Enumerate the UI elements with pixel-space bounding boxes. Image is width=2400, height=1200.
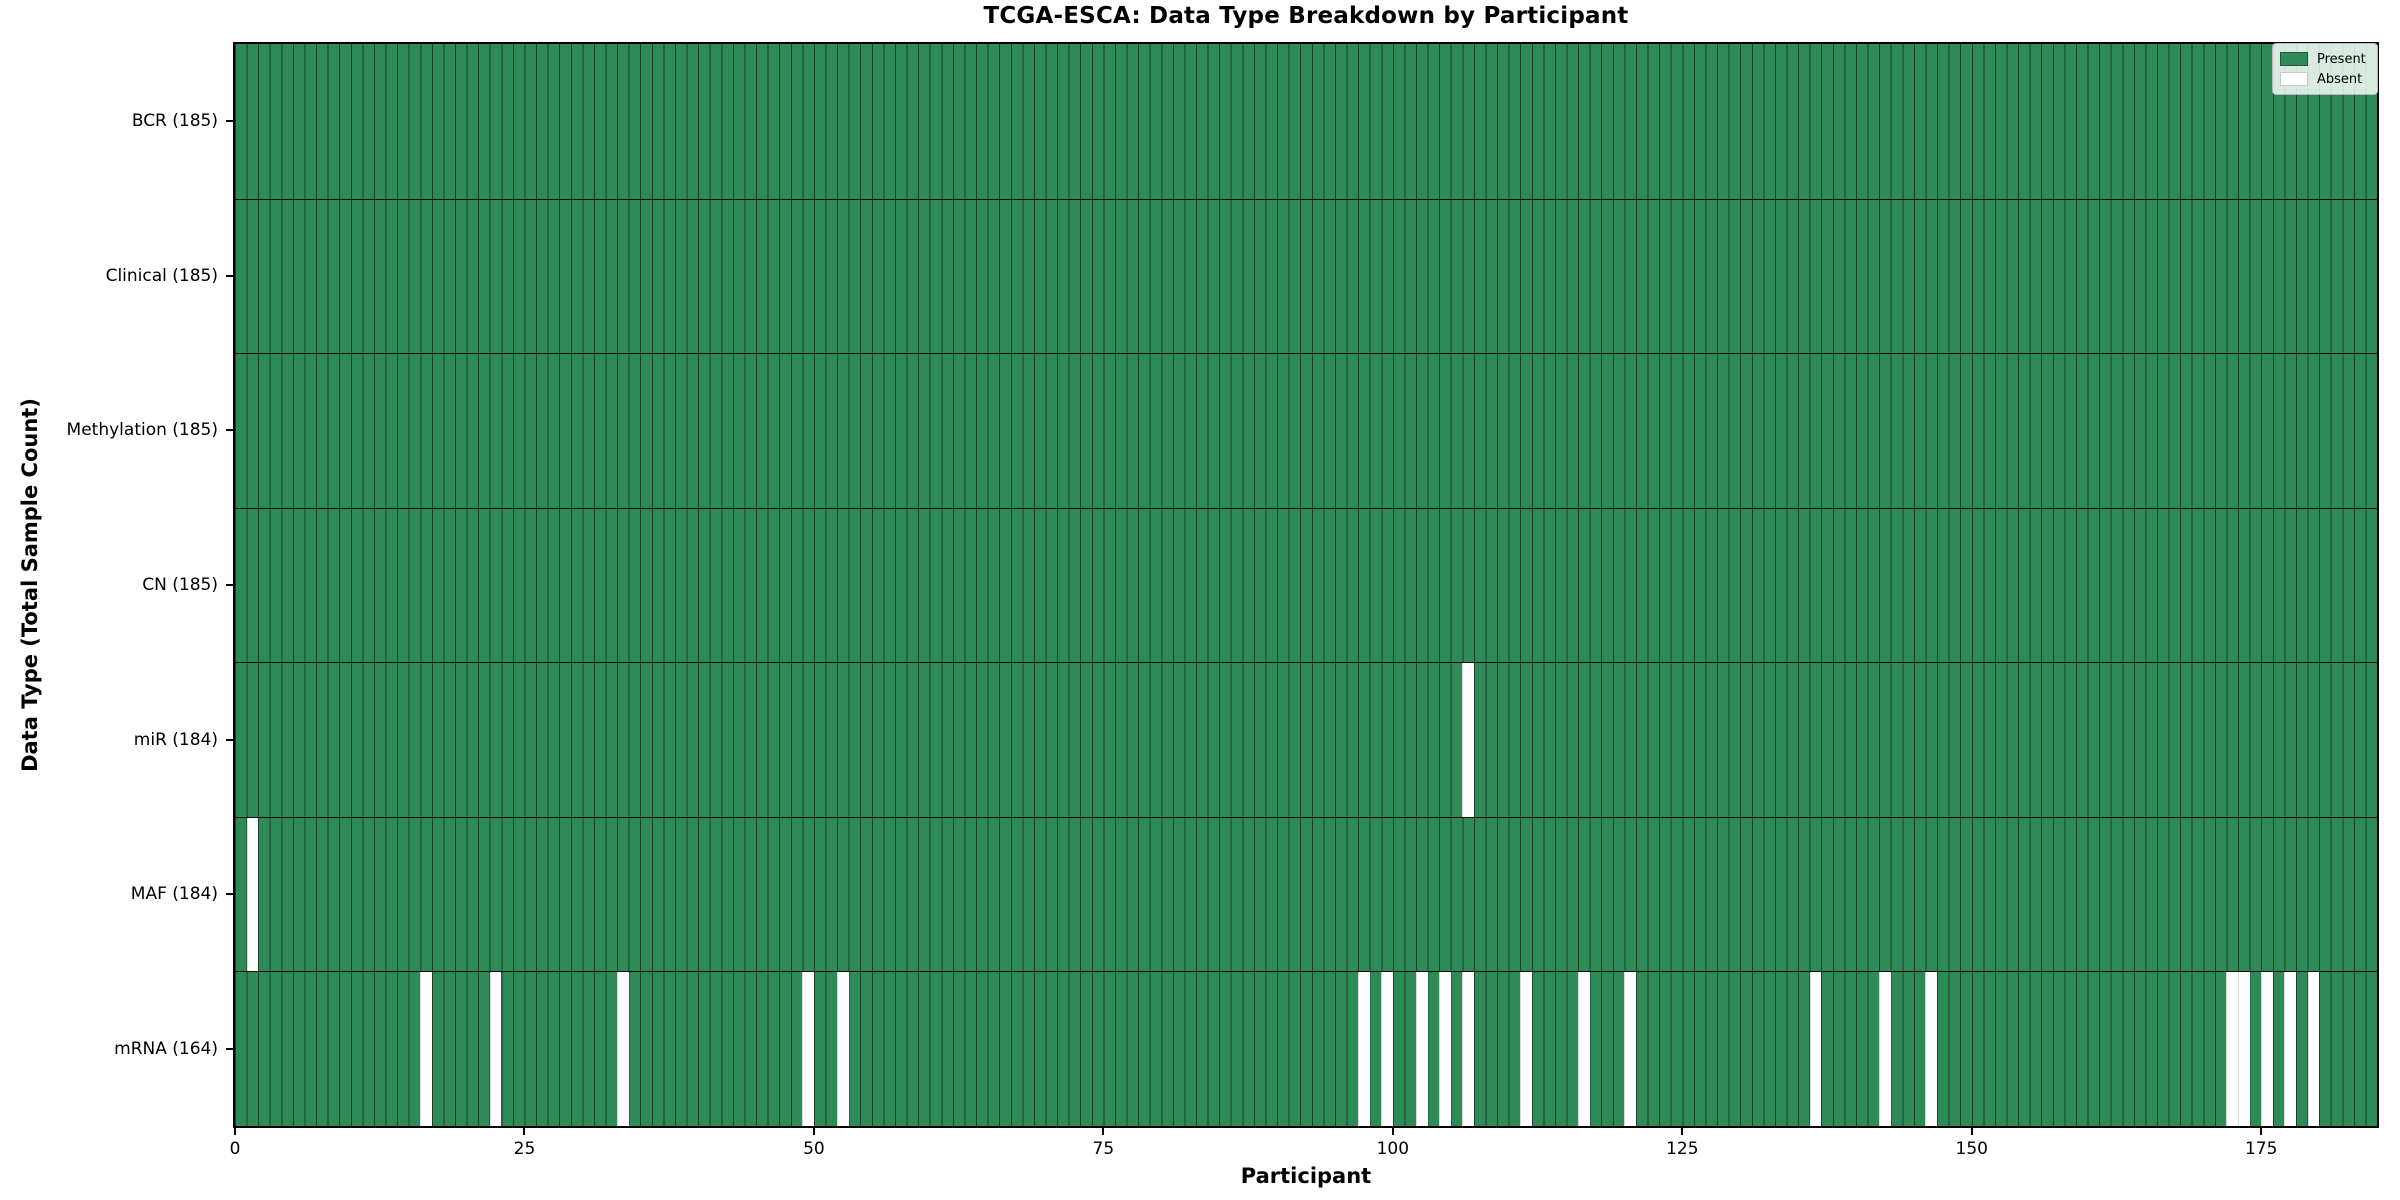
heatmap-row-mrna [235, 971, 2377, 1126]
x-tick-mark [812, 1128, 815, 1135]
x-tick-label: 100 [1376, 1139, 1410, 1159]
heatmap-row-methylation [235, 353, 2377, 508]
y-tick-label: mRNA (164) [114, 1038, 218, 1059]
absent-cell [1462, 972, 1474, 1126]
absent-cell [2307, 972, 2320, 1126]
y-tick-mark [226, 584, 233, 586]
absent-cell [489, 972, 502, 1126]
absent-cell [420, 972, 432, 1126]
absent-cell [1358, 972, 1370, 1126]
absent-cell [2284, 972, 2296, 1126]
absent-cell [1520, 972, 1532, 1126]
x-tick-mark [2260, 1128, 2263, 1135]
heatmap-row-bcr [235, 44, 2377, 199]
absent-cell [2238, 972, 2250, 1126]
absent-cell [1439, 972, 1451, 1126]
plot-area [233, 42, 2379, 1128]
y-tick-mark [226, 1047, 233, 1050]
x-tick-mark [1681, 1128, 1684, 1135]
x-tick-label: 150 [1955, 1139, 1988, 1159]
absent-cell [617, 972, 629, 1126]
absent-cell [1578, 972, 1590, 1126]
legend: Present Absent [2272, 43, 2378, 95]
y-tick-mark [226, 274, 233, 277]
x-tick-mark [234, 1128, 236, 1135]
heatmap-row-maf [235, 816, 2377, 972]
absent-cell [1381, 972, 1393, 1126]
x-tick-label: 50 [803, 1139, 825, 1159]
y-tick-label: CN (185) [142, 575, 218, 595]
absent-cell [1879, 972, 1891, 1126]
absent-cell [802, 972, 814, 1126]
y-tick-mark [226, 429, 233, 432]
absent-cell [2226, 972, 2239, 1126]
absent-cell [1809, 972, 1822, 1126]
x-tick-mark [1970, 1128, 1973, 1135]
absent-cell [1624, 972, 1636, 1126]
y-tick-label: Methylation (185) [66, 420, 218, 441]
x-tick-label: 175 [2244, 1139, 2278, 1159]
x-tick-label: 125 [1666, 1139, 1699, 1159]
absent-cell [1415, 972, 1428, 1126]
y-tick-mark [226, 893, 233, 896]
x-tick-label: 0 [229, 1139, 241, 1159]
legend-entry: Present [2280, 49, 2369, 69]
x-tick-mark [1102, 1128, 1105, 1135]
legend-label: Absent [2317, 71, 2363, 87]
absent-cell [2261, 972, 2273, 1126]
legend-swatch-present [2280, 52, 2308, 66]
heatmap-row-cn [235, 507, 2377, 663]
legend-swatch-absent [2280, 72, 2308, 86]
x-tick-label: 25 [513, 1139, 536, 1159]
x-tick-mark [1391, 1128, 1394, 1135]
y-tick-label: Clinical (185) [105, 265, 218, 286]
y-tick-mark [226, 738, 233, 741]
y-tick-label: miR (184) [133, 729, 218, 750]
absent-cell [1925, 972, 1938, 1126]
legend-label: Present [2317, 51, 2366, 67]
x-tick-mark [523, 1128, 526, 1135]
chart-title: TCGA-ESCA: Data Type Breakdown by Partic… [983, 3, 1629, 29]
legend-entry: Absent [2280, 69, 2369, 89]
heatmap-row-clinical [235, 198, 2377, 354]
x-axis-label: Participant [1240, 1164, 1372, 1188]
absent-cell [1462, 663, 1474, 817]
heatmap-row-mir [235, 662, 2377, 817]
x-tick-label: 75 [1092, 1139, 1115, 1159]
y-tick-label: BCR (185) [131, 111, 218, 132]
absent-cell [837, 972, 849, 1126]
absent-cell [246, 817, 259, 972]
y-tick-label: MAF (184) [130, 884, 218, 905]
y-tick-mark [226, 120, 233, 123]
